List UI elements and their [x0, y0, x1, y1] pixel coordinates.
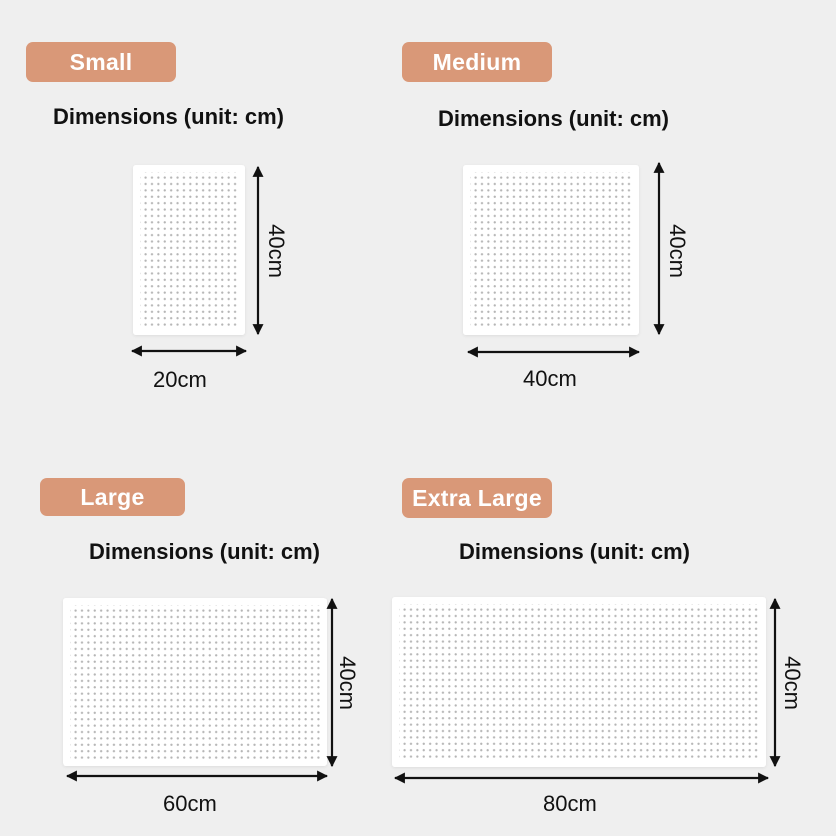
- pegboard-medium: [463, 165, 639, 335]
- size-badge-large: Large: [40, 478, 185, 516]
- pegboard-small: [133, 165, 245, 335]
- dimensions-heading-large: Dimensions (unit: cm): [89, 539, 321, 564]
- width-label-large: 60cm: [163, 791, 217, 816]
- dimensions-heading-small: Dimensions (unit: cm): [53, 104, 285, 129]
- size-badge-small: Small: [26, 42, 176, 82]
- size-badge-medium: Medium: [402, 42, 552, 82]
- pegboard-large: [63, 598, 327, 766]
- dimensions-heading-extra-large: Dimensions (unit: cm): [459, 539, 691, 564]
- width-label-small: 20cm: [153, 367, 207, 392]
- width-label-extra-large: 80cm: [543, 791, 597, 816]
- size-badge-extra-large: Extra Large: [402, 478, 552, 518]
- pegboard-extra-large: [392, 597, 766, 767]
- dimensions-heading-medium: Dimensions (unit: cm): [438, 106, 670, 131]
- width-label-medium: 40cm: [523, 366, 577, 391]
